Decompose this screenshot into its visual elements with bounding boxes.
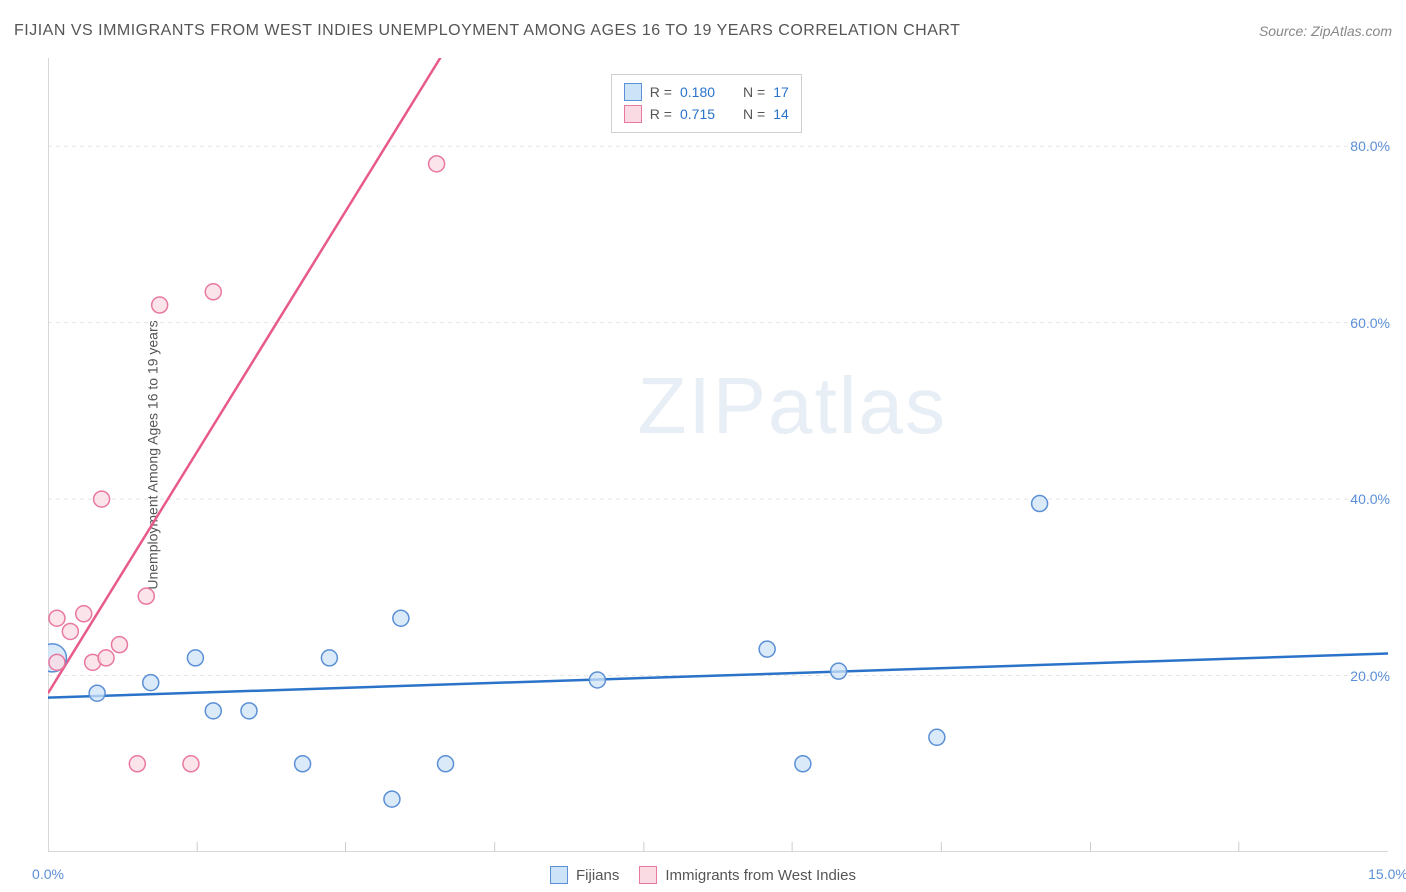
r-label: R =	[650, 81, 672, 103]
y-tick-label: 20.0%	[1350, 668, 1390, 684]
series-legend-item: Fijians	[550, 866, 619, 884]
n-value: 14	[773, 103, 789, 125]
chart-source: Source: ZipAtlas.com	[1259, 23, 1392, 39]
series-legend-label: Immigrants from West Indies	[665, 867, 856, 884]
x-tick-label: 0.0%	[32, 866, 64, 882]
correlation-legend: R = 0.180 N = 17 R = 0.715 N = 14	[611, 74, 802, 133]
y-tick-label: 80.0%	[1350, 138, 1390, 154]
correlation-legend-row: R = 0.180 N = 17	[624, 81, 789, 103]
scatter-plot	[48, 58, 1388, 852]
y-tick-label: 60.0%	[1350, 315, 1390, 331]
legend-swatch	[639, 866, 657, 884]
legend-swatch	[624, 105, 642, 123]
x-tick-label: 15.0%	[1368, 866, 1406, 882]
legend-swatch	[550, 866, 568, 884]
series-legend-item: Immigrants from West Indies	[639, 866, 856, 884]
n-label: N =	[743, 81, 765, 103]
n-label: N =	[743, 103, 765, 125]
series-legend-label: Fijians	[576, 867, 619, 884]
r-value: 0.715	[680, 103, 715, 125]
series-legend: Fijians Immigrants from West Indies	[550, 866, 856, 884]
y-tick-label: 40.0%	[1350, 491, 1390, 507]
r-value: 0.180	[680, 81, 715, 103]
chart-area: Unemployment Among Ages 16 to 19 years 2…	[48, 58, 1388, 852]
n-value: 17	[773, 81, 789, 103]
chart-title: FIJIAN VS IMMIGRANTS FROM WEST INDIES UN…	[14, 22, 960, 40]
correlation-legend-row: R = 0.715 N = 14	[624, 103, 789, 125]
chart-header: FIJIAN VS IMMIGRANTS FROM WEST INDIES UN…	[14, 22, 1392, 40]
legend-swatch	[624, 83, 642, 101]
r-label: R =	[650, 103, 672, 125]
